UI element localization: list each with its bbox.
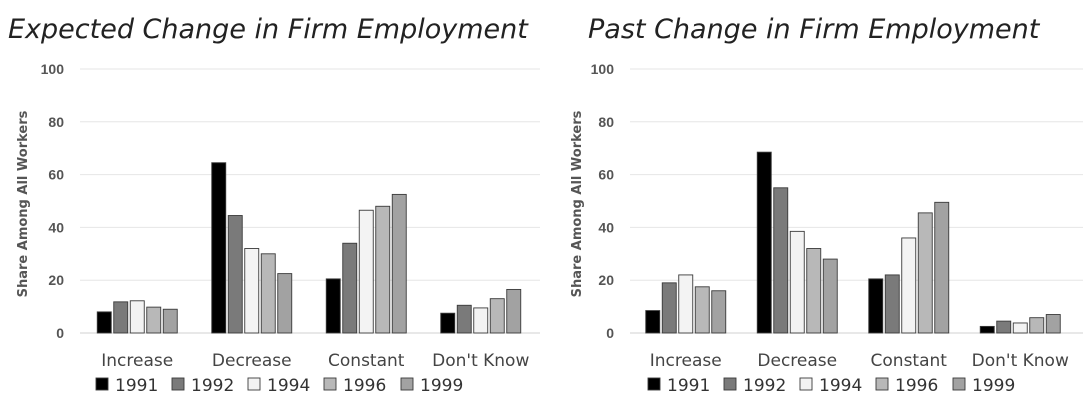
bar-constant-1991 <box>868 278 884 334</box>
legend-swatch-1999 <box>400 377 414 391</box>
y-tick-label: 0 <box>606 325 614 341</box>
bar-increase-1994 <box>678 274 694 334</box>
bar-constant-1999 <box>391 193 407 334</box>
bar-don-t-know-1999 <box>506 288 522 334</box>
x-tick-label: Don't Know <box>972 351 1069 371</box>
legend-swatch-1994 <box>799 377 813 391</box>
bar-don-t-know-1996 <box>489 298 505 334</box>
y-tick-label: 40 <box>48 219 64 235</box>
y-axis-label: Share Among All Workers <box>16 110 31 297</box>
legend-swatch-1991 <box>647 377 661 391</box>
y-tick-label: 60 <box>48 167 64 183</box>
x-tick-label: Decrease <box>212 351 292 371</box>
bar-constant-1991 <box>325 278 341 334</box>
legend-label-1992: 1992 <box>191 376 234 396</box>
bar-decrease-1992 <box>773 187 789 334</box>
x-tick-label: Decrease <box>757 351 837 371</box>
x-tick-label: Constant <box>871 351 948 371</box>
bar-increase-1996 <box>146 306 162 334</box>
bar-constant-1992 <box>884 274 900 334</box>
bar-increase-1999 <box>162 308 178 334</box>
bar-increase-1991 <box>96 311 112 334</box>
legend-label-1996: 1996 <box>343 376 386 396</box>
bar-don-t-know-1994 <box>473 307 489 334</box>
bar-increase-1992 <box>113 301 129 334</box>
bar-increase-1994 <box>129 300 145 334</box>
bar-don-t-know-1999 <box>1045 314 1061 334</box>
bar-decrease-1999 <box>277 273 293 334</box>
legend-swatch-1999 <box>952 377 966 391</box>
legend-label-1991: 1991 <box>115 376 158 396</box>
legend-swatch-1996 <box>323 377 337 391</box>
bar-increase-1992 <box>661 282 677 334</box>
bar-don-t-know-1991 <box>440 312 456 334</box>
legend-swatch-1992 <box>723 377 737 391</box>
y-tick-label: 60 <box>598 167 614 183</box>
legend-label-1992: 1992 <box>743 376 786 396</box>
bar-constant-1994 <box>901 237 917 334</box>
bar-decrease-1996 <box>260 253 276 334</box>
bar-constant-1999 <box>934 201 950 334</box>
legend-label-1999: 1999 <box>972 376 1015 396</box>
bar-don-t-know-1992 <box>456 304 472 334</box>
legend-label-1996: 1996 <box>895 376 938 396</box>
y-axis-label: Share Among All Workers <box>570 110 585 297</box>
y-tick-label: 100 <box>41 61 65 77</box>
y-tick-label: 0 <box>56 325 64 341</box>
y-tick-label: 80 <box>48 114 64 130</box>
bar-increase-1999 <box>711 290 727 334</box>
bar-constant-1992 <box>342 242 358 334</box>
y-tick-label: 40 <box>598 219 614 235</box>
bar-decrease-1991 <box>756 151 772 334</box>
bar-constant-1996 <box>917 212 933 334</box>
bar-increase-1996 <box>694 286 710 334</box>
legend-swatch-1992 <box>171 377 185 391</box>
legend-label-1991: 1991 <box>667 376 710 396</box>
bar-decrease-1994 <box>789 230 805 334</box>
y-tick-label: 20 <box>598 272 614 288</box>
x-tick-label: Don't Know <box>432 351 529 371</box>
legend-swatch-1991 <box>95 377 109 391</box>
bar-decrease-1999 <box>822 258 838 334</box>
bar-decrease-1991 <box>211 162 227 334</box>
bar-don-t-know-1994 <box>1012 322 1028 334</box>
y-tick-label: 100 <box>591 61 615 77</box>
bar-constant-1996 <box>375 205 391 334</box>
x-tick-label: Increase <box>101 351 173 371</box>
bar-decrease-1994 <box>244 248 260 334</box>
chart-title: Past Change in Firm Employment <box>588 14 1041 45</box>
bar-constant-1994 <box>358 209 374 334</box>
bar-increase-1991 <box>645 310 661 334</box>
legend-swatch-1996 <box>875 377 889 391</box>
chart-2: Past Change in Firm Employment Share Amon… <box>570 14 1083 396</box>
x-tick-label: Constant <box>328 351 405 371</box>
legend-label-1994: 1994 <box>267 376 310 396</box>
legend: 1991 1992 1994 1996 1999 <box>95 376 463 396</box>
legend-label-1999: 1999 <box>420 376 463 396</box>
bar-decrease-1996 <box>806 248 822 334</box>
bar-don-t-know-1996 <box>1029 317 1045 334</box>
chart-title: Expected Change in Firm Employment <box>8 14 529 45</box>
bar-don-t-know-1992 <box>996 320 1012 334</box>
y-tick-label: 80 <box>598 114 614 130</box>
chart-1: Expected Change in Firm Employment Share … <box>8 14 540 396</box>
bar-decrease-1992 <box>227 215 243 334</box>
legend: 1991 1992 1994 1996 1999 <box>647 376 1015 396</box>
bar-don-t-know-1991 <box>979 325 995 334</box>
x-tick-label: Increase <box>650 351 722 371</box>
y-tick-label: 20 <box>48 272 64 288</box>
legend-label-1994: 1994 <box>819 376 862 396</box>
legend-swatch-1994 <box>247 377 261 391</box>
